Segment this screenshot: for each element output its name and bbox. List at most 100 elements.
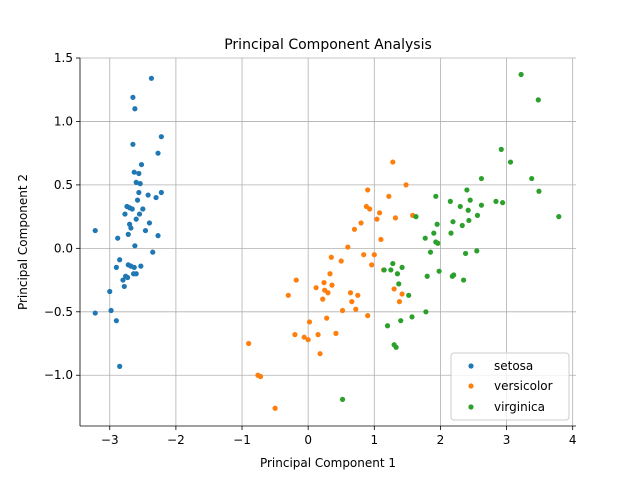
data-point-versicolor (391, 286, 397, 292)
data-point-versicolor (367, 206, 373, 212)
data-point-setosa (137, 181, 143, 187)
legend-label-setosa: setosa (494, 359, 533, 373)
data-point-virginica (409, 314, 415, 320)
data-point-virginica (384, 323, 391, 329)
data-point-virginica (450, 219, 456, 225)
data-point-virginica (447, 198, 453, 204)
data-point-virginica (339, 396, 346, 402)
y-tick-label: −1.0 (44, 368, 73, 382)
data-point-virginica (451, 272, 457, 278)
data-point-virginica (460, 277, 467, 283)
data-point-setosa (132, 243, 138, 249)
data-point-setosa (108, 307, 114, 314)
data-point-setosa (121, 283, 127, 290)
data-point-setosa (122, 211, 128, 217)
data-point-virginica (394, 271, 401, 277)
x-tick-label: 2 (437, 433, 445, 447)
data-point-versicolor (328, 254, 334, 260)
data-point-virginica (465, 207, 471, 213)
legend-marker-virginica (468, 404, 474, 410)
legend-marker-setosa (468, 363, 474, 369)
data-point-versicolor (301, 334, 307, 340)
data-point-setosa (129, 206, 135, 212)
y-tick-label: 0.0 (54, 241, 73, 255)
data-point-virginica (433, 193, 439, 199)
data-point-versicolor (292, 332, 298, 338)
data-point-setosa (136, 189, 142, 196)
legend: setosa versicolor virginica (450, 352, 570, 421)
data-point-setosa (130, 141, 136, 147)
data-point-versicolor (365, 313, 371, 319)
data-point-versicolor (396, 299, 403, 305)
data-point-virginica (381, 267, 387, 273)
data-point-setosa (92, 227, 98, 234)
data-point-versicolor (293, 277, 299, 283)
data-point-versicolor (272, 405, 278, 411)
data-point-virginica (474, 212, 481, 218)
data-point-setosa (136, 211, 143, 217)
data-point-versicolor (358, 220, 364, 226)
data-point-versicolor (386, 193, 392, 199)
data-point-virginica (507, 159, 514, 165)
data-point-virginica (464, 187, 470, 193)
data-point-virginica (556, 214, 562, 220)
data-point-setosa (140, 206, 146, 212)
data-point-versicolor (353, 306, 359, 312)
data-point-virginica (529, 175, 535, 182)
data-point-virginica (499, 200, 506, 206)
data-points (92, 71, 562, 411)
data-point-virginica (474, 248, 480, 254)
data-point-versicolor (403, 182, 409, 188)
y-axis-label: Principal Component 2 (16, 174, 30, 310)
data-point-setosa (146, 220, 153, 226)
data-point-versicolor (365, 187, 371, 193)
data-point-setosa (120, 277, 126, 283)
data-point-versicolor (355, 292, 361, 298)
data-point-versicolor (361, 252, 367, 258)
data-point-setosa (128, 263, 134, 269)
data-point-setosa (127, 221, 133, 227)
data-point-setosa (130, 94, 136, 100)
data-point-versicolor (339, 307, 346, 314)
data-point-setosa (92, 310, 98, 316)
series-versicolor (246, 159, 416, 411)
data-point-virginica (424, 273, 430, 279)
data-point-setosa (142, 227, 149, 234)
data-point-versicolor (347, 290, 354, 296)
y-tick-label: −0.5 (44, 305, 73, 319)
data-point-versicolor (345, 244, 351, 250)
legend-box (450, 352, 570, 421)
data-point-setosa (113, 264, 119, 270)
data-point-versicolor (305, 337, 311, 343)
data-point-versicolor (285, 292, 291, 298)
data-point-versicolor (351, 226, 358, 232)
data-point-virginica (457, 203, 463, 210)
data-point-virginica (478, 202, 485, 208)
y-tick-label: 0.5 (54, 178, 73, 192)
data-point-setosa (133, 179, 139, 185)
x-axis-label: Principal Component 1 (260, 456, 396, 470)
data-point-versicolor (374, 216, 380, 222)
data-point-setosa (132, 106, 138, 112)
data-point-virginica (466, 217, 472, 224)
data-point-versicolor (313, 285, 319, 291)
tick-marks: −3 −2 −1 0 1 2 3 4 −1.0 −0.5 0.0 0.5 1.0 1.5 (44, 51, 577, 447)
legend-label-versicolor: versicolor (494, 379, 553, 393)
axes-spines (79, 58, 576, 427)
data-point-versicolor (315, 332, 321, 338)
legend-label-virginica: virginica (494, 400, 545, 414)
data-point-virginica (462, 250, 469, 257)
data-point-versicolor (369, 262, 375, 268)
data-point-virginica (390, 260, 396, 267)
x-tick-label: −3 (101, 433, 119, 447)
data-point-versicolor (399, 291, 405, 297)
data-point-versicolor (390, 159, 396, 165)
data-point-setosa (131, 169, 137, 175)
data-point-setosa (155, 150, 161, 156)
y-tick-label: 1.5 (54, 51, 73, 65)
data-point-versicolor (320, 296, 326, 302)
data-point-setosa (158, 134, 164, 140)
x-tick-label: 4 (569, 433, 577, 447)
data-point-virginica (518, 71, 524, 78)
